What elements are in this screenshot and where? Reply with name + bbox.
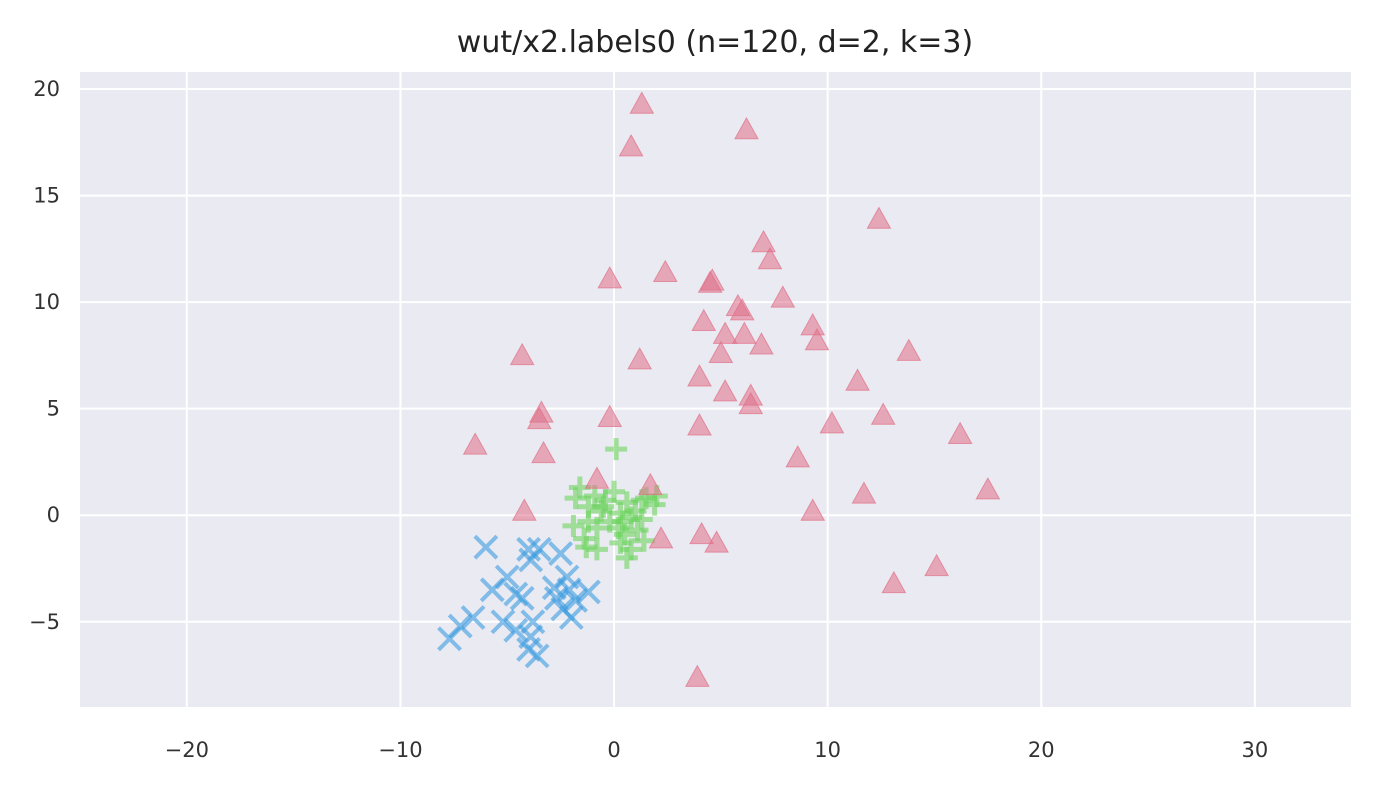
data-point: [479, 577, 505, 603]
data-point: [770, 285, 796, 308]
data-point: [800, 312, 826, 336]
data-point: [729, 298, 755, 321]
data-point: [731, 321, 757, 344]
data-point: [689, 521, 715, 545]
data-point: [460, 605, 486, 630]
data-point: [697, 270, 723, 293]
data-point: [629, 91, 655, 114]
data-point: [652, 259, 678, 283]
data-point: [564, 487, 587, 510]
data-point: [630, 508, 653, 531]
data-point: [687, 413, 712, 436]
x-tick-label: 10: [814, 738, 841, 762]
data-point: [896, 338, 922, 361]
data-point: [708, 340, 734, 364]
data-point: [870, 402, 896, 425]
y-tick-label: −5: [29, 610, 60, 634]
data-point: [975, 477, 1001, 500]
data-points: [437, 91, 1001, 687]
data-point: [866, 206, 892, 229]
grid-lines: [80, 72, 1351, 707]
data-point: [531, 440, 556, 464]
data-point: [597, 404, 623, 427]
data-point: [684, 664, 710, 687]
data-point: [462, 432, 488, 455]
x-tick-label: −10: [378, 738, 422, 762]
data-point: [704, 530, 729, 553]
data-point: [632, 529, 655, 552]
data-point: [548, 541, 574, 566]
x-tick-label: 0: [607, 738, 620, 762]
data-point: [575, 579, 601, 605]
data-point: [785, 445, 811, 468]
y-tick-label: 5: [47, 397, 60, 421]
data-point: [605, 438, 628, 461]
data-point: [490, 609, 516, 635]
plot-area: [80, 72, 1351, 707]
data-point: [603, 480, 626, 503]
data-point: [947, 421, 973, 444]
series-x: [437, 534, 601, 669]
y-tick-label: 15: [33, 184, 60, 208]
data-point: [437, 626, 462, 652]
data-point: [691, 308, 717, 332]
data-point: [526, 406, 552, 430]
data-point: [845, 368, 870, 391]
data-point: [751, 229, 776, 253]
data-point: [558, 605, 584, 630]
data-point: [881, 570, 907, 594]
data-point: [851, 481, 877, 504]
data-point: [648, 526, 674, 549]
chart-title: wut/x2.labels0 (n=120, d=2, k=3): [457, 25, 973, 60]
data-point: [584, 466, 610, 489]
data-point: [800, 498, 826, 521]
data-point: [749, 332, 774, 355]
data-point: [734, 116, 759, 140]
data-point: [524, 643, 550, 669]
data-point: [712, 379, 738, 402]
y-tick-label: 0: [47, 503, 60, 527]
x-tick-label: −20: [165, 738, 209, 762]
series-plus: [562, 438, 668, 569]
data-point: [637, 472, 663, 496]
data-point: [618, 134, 644, 157]
x-tick-label: 30: [1242, 738, 1269, 762]
data-point: [511, 498, 537, 521]
data-point: [712, 321, 738, 344]
data-point: [585, 517, 608, 540]
y-axis-ticks: −5 0 5 10 15 20: [29, 77, 60, 634]
data-point: [503, 617, 529, 643]
data-point: [585, 538, 608, 561]
data-point: [518, 547, 544, 573]
y-tick-label: 10: [33, 290, 60, 314]
data-point: [738, 391, 764, 415]
data-point: [687, 364, 712, 387]
y-tick-label: 20: [33, 77, 60, 101]
data-point: [627, 347, 653, 370]
x-axis-ticks: −20 −10 0 10 20 30: [165, 738, 1269, 762]
x-tick-label: 20: [1028, 738, 1055, 762]
data-point: [509, 342, 535, 366]
series-triangle: [462, 91, 1001, 687]
data-point: [562, 514, 585, 537]
data-point: [473, 534, 499, 560]
data-point: [757, 246, 783, 270]
data-point: [924, 553, 949, 577]
data-point: [804, 327, 830, 351]
data-point: [509, 585, 535, 611]
data-point: [615, 546, 638, 569]
data-point: [819, 411, 845, 434]
data-point: [597, 266, 623, 289]
